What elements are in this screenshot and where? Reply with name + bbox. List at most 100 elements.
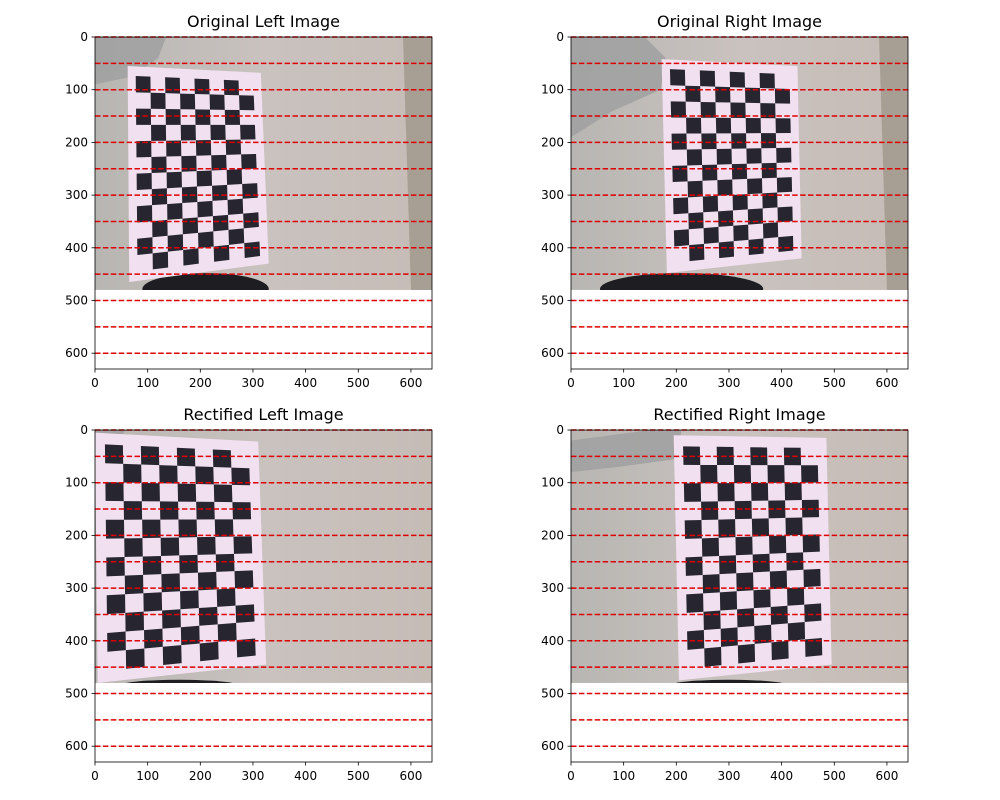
camera-image [95,430,432,683]
checker-square [716,148,732,165]
checker-square [166,140,182,157]
checker-square [687,180,703,198]
x-tick-label: 0 [567,376,575,390]
chair-back [126,679,233,683]
checker-square [150,92,166,110]
checker-square [212,449,232,468]
checker-square [198,231,214,249]
checker-square [182,217,199,235]
x-tick-label: 300 [242,769,265,783]
checker-square [125,648,145,669]
checker-square [702,195,719,213]
y-tick-label: 500 [65,293,88,307]
checker-square [670,101,687,118]
x-tick-label: 500 [823,769,846,783]
checker-square [228,228,245,245]
checker-square [136,140,152,158]
x-tick-label: 100 [136,769,159,783]
checker-square [142,519,161,539]
checker-square [143,592,163,612]
checker-square [179,554,198,574]
y-tick-label: 400 [65,241,88,255]
y-tick-label: 500 [541,686,564,700]
y-tick-label: 200 [65,528,88,542]
y-tick-label: 100 [541,83,564,97]
checker-square [140,446,160,466]
checker-square [107,631,126,652]
axes-frame [94,36,433,370]
checker-square [673,229,690,247]
checker-square [144,628,163,649]
x-tick-label: 0 [91,769,99,783]
checker-square [759,72,775,89]
checker-square [214,519,234,537]
checker-square [210,124,226,141]
checker-square [232,502,252,520]
checker-square [244,241,261,258]
y-tick-label: 300 [541,188,564,202]
y-tick-label: 0 [80,30,88,44]
checker-square [719,591,738,611]
camera-image [571,430,908,683]
x-tick-label: 400 [294,769,317,783]
person-arm [571,37,666,138]
y-tick-label: 600 [541,346,564,360]
person-arm [95,37,167,85]
checker-square [196,170,213,187]
camera-image [571,37,908,290]
checker-square [165,77,181,94]
checker-square [737,608,755,628]
checker-square [703,610,721,631]
checker-square [104,444,124,464]
checker-square [180,590,199,610]
checker-square [771,640,789,661]
x-tick-label: 100 [136,376,159,390]
checker-square [226,169,243,185]
checker-square [239,95,255,111]
checker-square [752,553,770,573]
x-tick-label: 200 [189,769,212,783]
x-tick-label: 200 [189,376,212,390]
checker-square [199,641,219,662]
checker-square [731,163,748,180]
checker-square [136,173,152,190]
checker-square [105,482,124,502]
checker-square [235,604,255,623]
checker-square [159,465,178,484]
checker-square [161,573,181,593]
checker-square [123,501,143,520]
checker-square [106,594,126,615]
y-tick-label: 600 [541,739,564,753]
checker-square [180,124,196,141]
checker-square [762,192,778,209]
checker-square [194,78,210,95]
y-tick-label: 400 [541,634,564,648]
checker-square [701,537,720,557]
checker-square [763,222,779,239]
checker-square [178,519,198,538]
y-tick-label: 600 [65,346,88,360]
checker-square [151,188,168,206]
y-tick-label: 0 [556,30,564,44]
checker-square [224,109,241,125]
checker-square [106,556,125,577]
checker-square [784,482,802,501]
checker-square [160,537,180,556]
shadow-corner [879,37,908,290]
axes-frame [570,36,909,370]
checker-square [778,235,794,253]
checker-square [753,589,771,609]
checker-square [736,572,754,592]
x-tick-label: 500 [347,376,370,390]
checker-square [718,210,734,227]
checker-square [802,534,820,553]
checker-square [124,574,144,595]
checker-square [167,203,183,220]
checker-square [151,156,167,174]
checker-square [687,630,705,650]
checker-square [804,603,822,623]
checker-square [701,501,719,520]
checker-square [699,70,716,87]
checker-square [197,536,216,555]
x-tick-label: 100 [612,769,635,783]
